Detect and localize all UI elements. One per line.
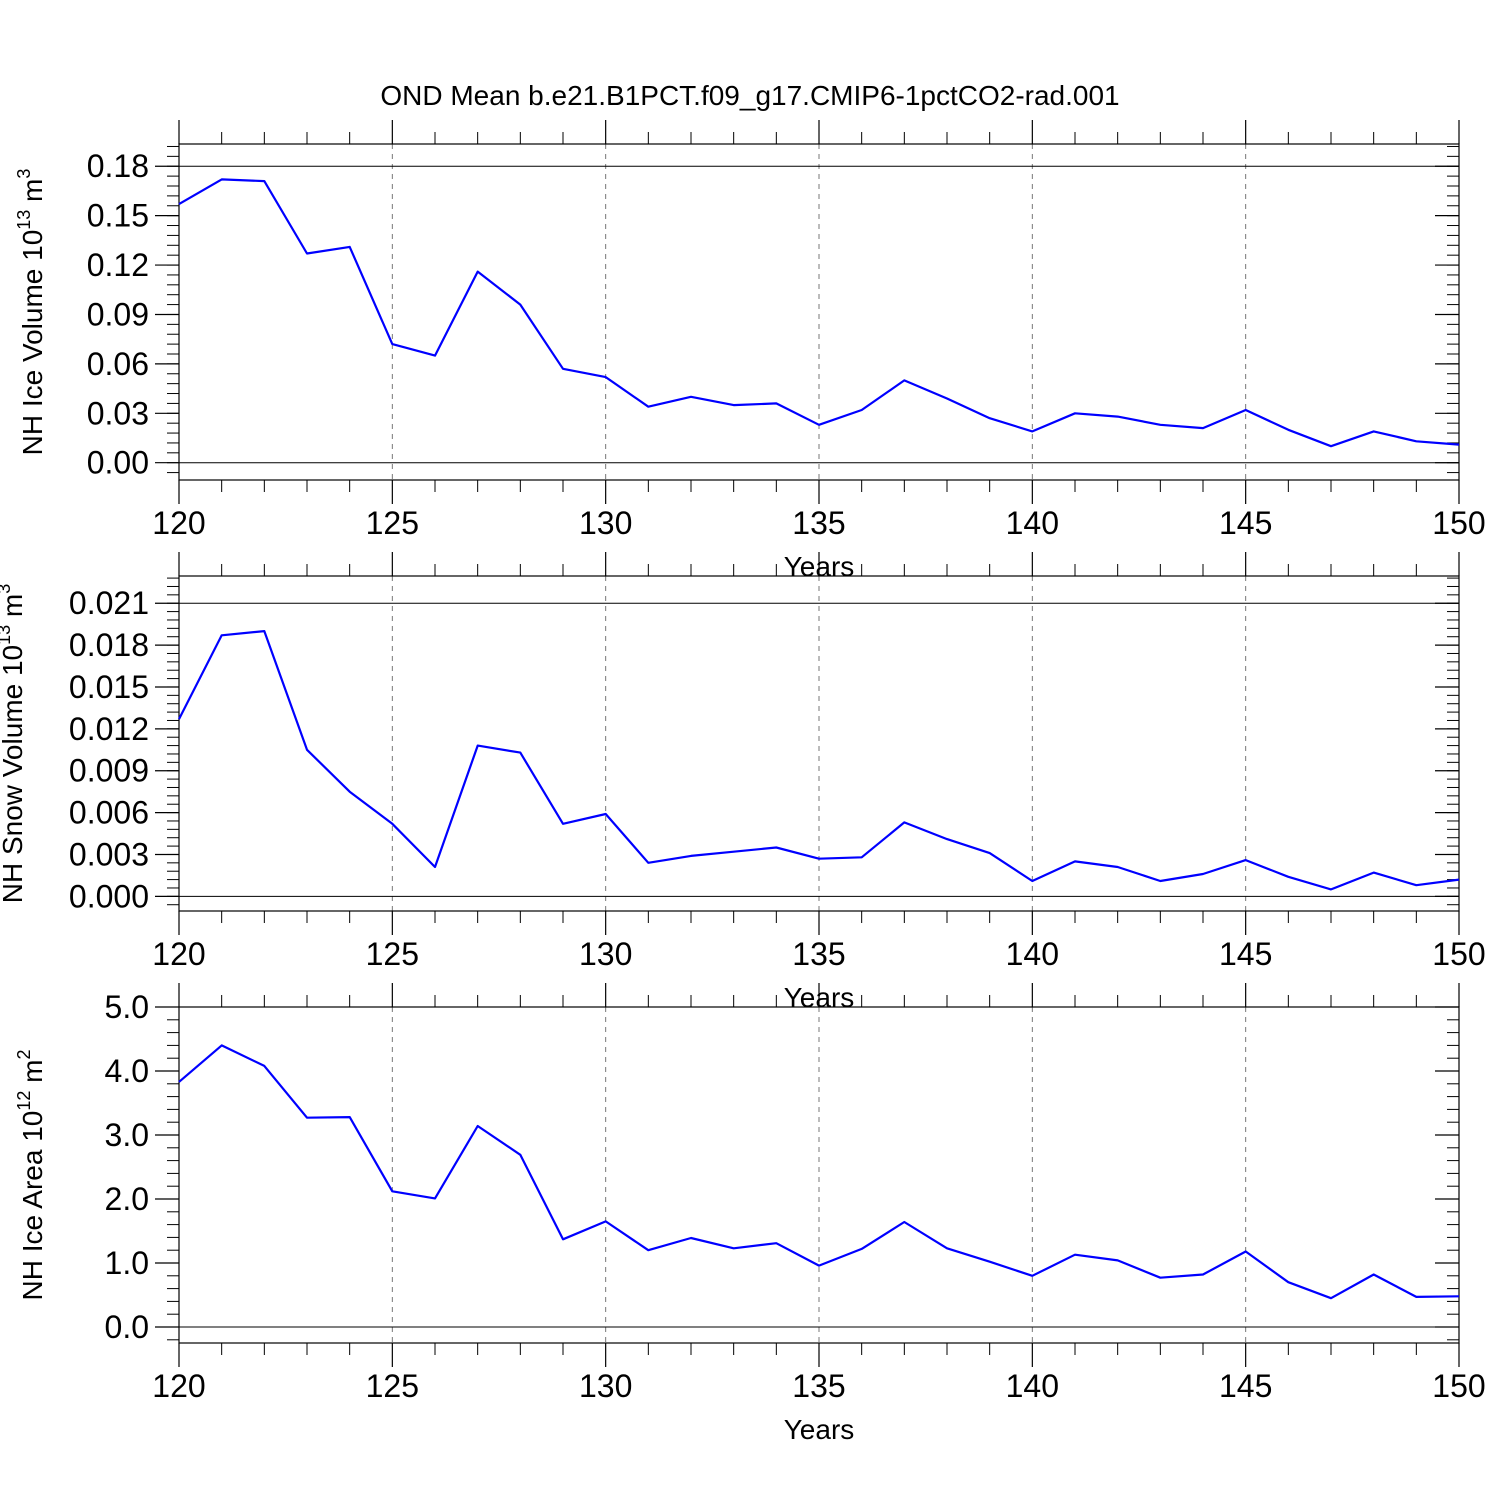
y-tick-label: 1.0	[105, 1245, 149, 1281]
x-tick-label: 135	[792, 1368, 845, 1404]
x-tick-label: 120	[152, 1368, 205, 1404]
y-tick-label: 2.0	[105, 1181, 149, 1217]
y-tick-label: 0.18	[87, 148, 149, 184]
x-tick-label: 130	[579, 936, 632, 972]
x-tick-label: 135	[792, 505, 845, 541]
y-tick-label: 0.0	[105, 1309, 149, 1345]
x-tick-label: 150	[1432, 1368, 1485, 1404]
y-tick-label: 5.0	[105, 989, 149, 1025]
x-tick-label: 130	[579, 505, 632, 541]
y-tick-label: 4.0	[105, 1053, 149, 1089]
x-tick-label: 130	[579, 1368, 632, 1404]
y-tick-label: 0.015	[69, 669, 149, 705]
x-tick-label: 140	[1006, 936, 1059, 972]
figure-title: OND Mean b.e21.B1PCT.f09_g17.CMIP6-1pctC…	[380, 80, 1120, 111]
x-tick-label: 125	[366, 936, 419, 972]
x-tick-label: 140	[1006, 505, 1059, 541]
y-tick-label: 0.021	[69, 585, 149, 621]
y-tick-label: 0.018	[69, 627, 149, 663]
x-tick-label: 145	[1219, 1368, 1272, 1404]
y-tick-label: 0.06	[87, 346, 149, 382]
x-tick-label: 145	[1219, 936, 1272, 972]
x-axis-label: Years	[784, 1414, 855, 1445]
chart-panel-snow-volume: 120 125 130 135 140 145 150 0.000 0.003 0.006 0.00…	[0, 552, 1486, 1013]
x-tick-label: 120	[152, 505, 205, 541]
x-tick-label: 120	[152, 936, 205, 972]
x-tick-label: 140	[1006, 1368, 1059, 1404]
series-line	[178, 629, 1460, 891]
y-tick-label: 0.006	[69, 795, 149, 831]
x-tick-label: 150	[1432, 505, 1485, 541]
y-tick-label: 0.03	[87, 395, 149, 431]
y-tick-label: 0.15	[87, 198, 149, 234]
y-tick-label: 0.00	[87, 445, 149, 481]
series-line	[178, 178, 1460, 448]
x-tick-label: 150	[1432, 936, 1485, 972]
chart-panel-ice-volume: 120 125 130 135 140 145 150 0.00 0.03 0.06 0.09 0.1…	[14, 120, 1486, 582]
y-tick-label: 0.012	[69, 711, 149, 747]
y-axis-label: NH Ice Volume 1013 m3	[14, 169, 48, 456]
x-tick-label: 125	[366, 505, 419, 541]
x-tick-label: 145	[1219, 505, 1272, 541]
x-tick-label: 135	[792, 936, 845, 972]
y-tick-label: 3.0	[105, 1117, 149, 1153]
y-axis-label: NH Ice Area 1012 m2	[14, 1049, 48, 1300]
y-tick-label: 0.12	[87, 247, 149, 283]
y-tick-label: 0.003	[69, 836, 149, 872]
series-line	[178, 1044, 1460, 1300]
y-tick-label: 0.009	[69, 753, 149, 789]
y-axis-label: NH Snow Volume 1013 m3	[0, 584, 28, 904]
x-tick-label: 125	[366, 1368, 419, 1404]
y-tick-label: 0.09	[87, 296, 149, 332]
chart-panel-ice-area: 120 125 130 135 140 145 150 0.0 1.0 2.0 3.0 4.0 5.0 Y…	[14, 983, 1486, 1445]
y-tick-label: 0.000	[69, 878, 149, 914]
